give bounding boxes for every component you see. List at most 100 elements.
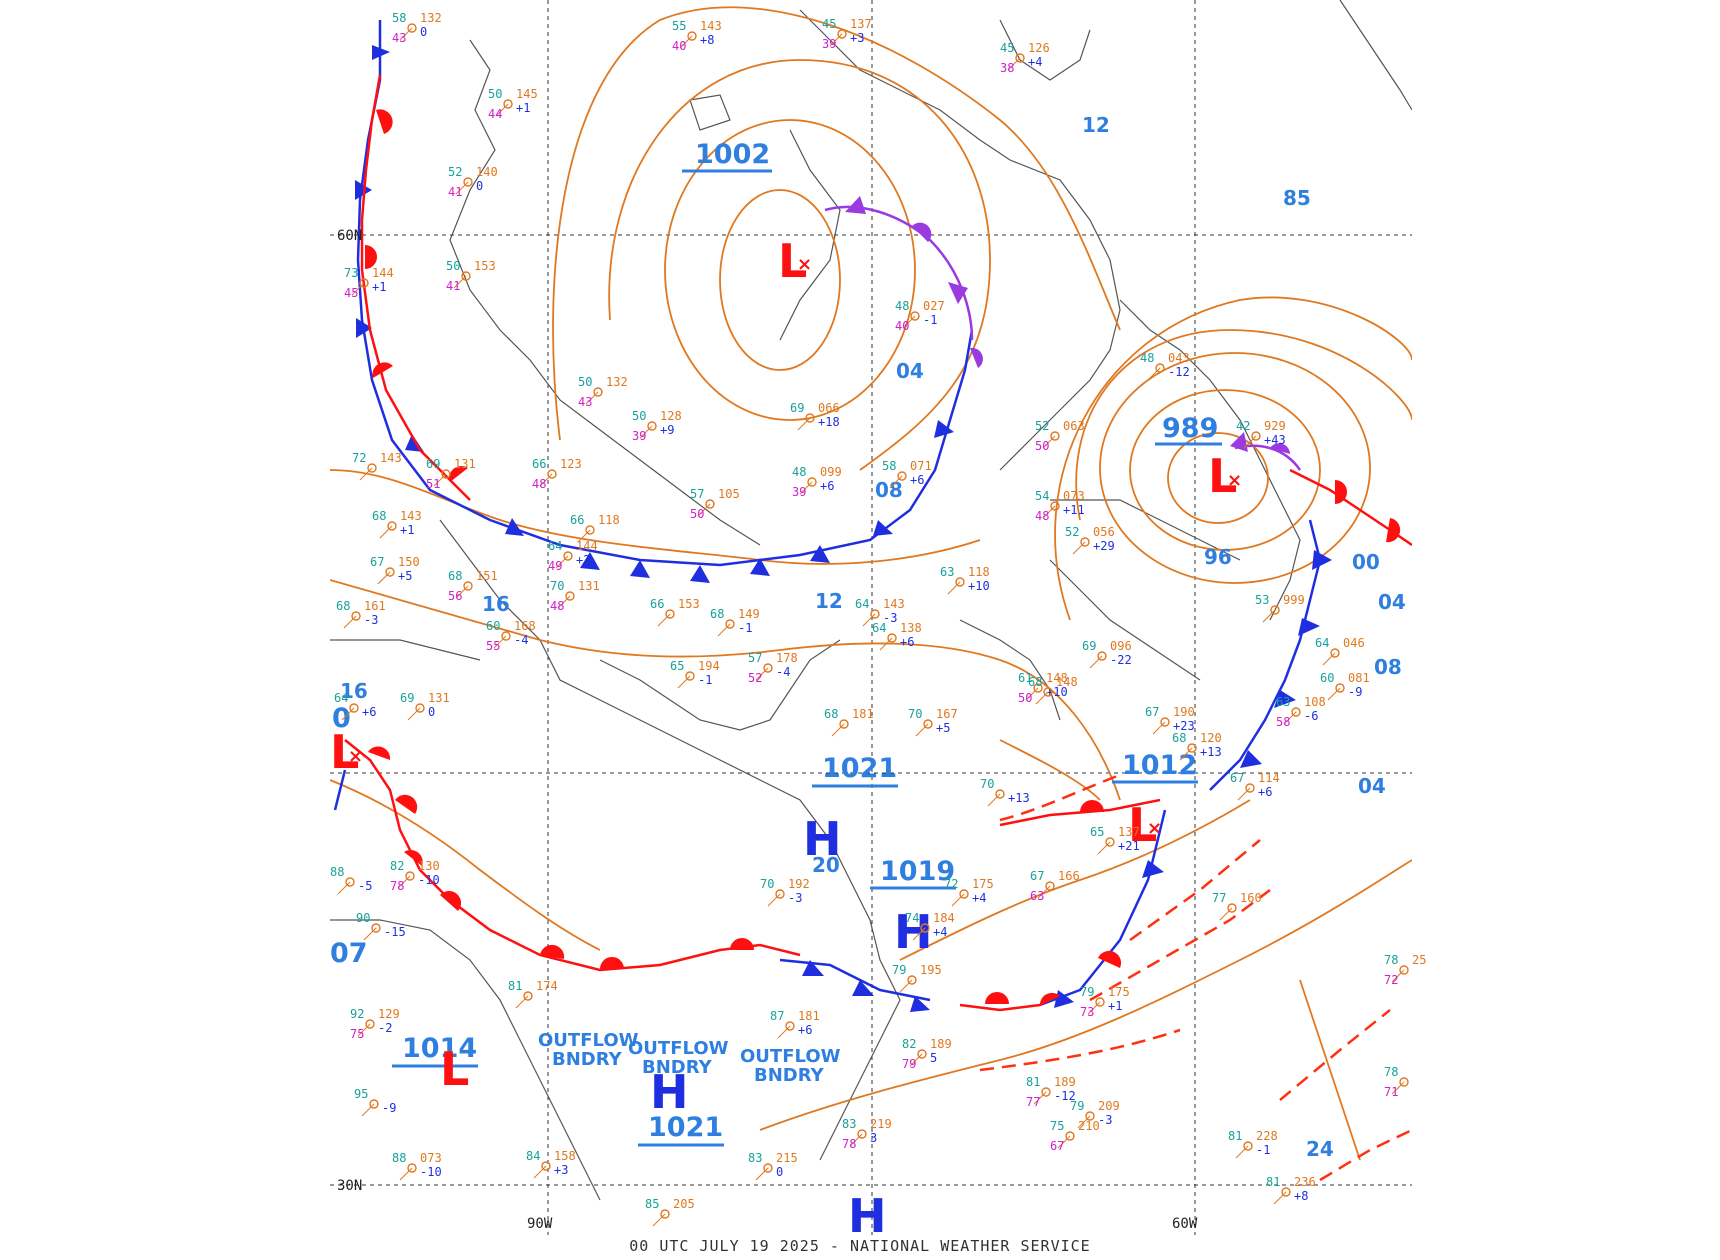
pressure-code: 043	[1168, 351, 1190, 365]
bndry-line1: OUTFLOW	[538, 1030, 639, 1051]
temperature: 64	[1315, 636, 1329, 650]
station-circle	[565, 591, 575, 601]
pressure-code: 073	[1063, 489, 1085, 503]
dewpoint: 58	[1276, 715, 1290, 729]
station-plot: 88 -5	[330, 865, 372, 895]
temperature: 83	[748, 1151, 762, 1165]
isobar-label: 08	[1374, 655, 1402, 679]
station-plot: 81 189 77 -12	[1026, 1075, 1076, 1109]
dewpoint: 71	[1384, 1085, 1398, 1099]
wind-barb	[1391, 1081, 1405, 1095]
temperature: 61	[1018, 671, 1032, 685]
pressure-tendency: +6	[362, 705, 376, 719]
temperature: 81	[1026, 1075, 1040, 1089]
station-plot: 69 066+18	[790, 401, 840, 431]
isobar-label: 12	[815, 589, 843, 613]
pressure-tendency: +13	[1008, 791, 1030, 805]
wind-barb	[915, 723, 929, 737]
temperature: 81	[508, 979, 522, 993]
wind-barb	[831, 723, 845, 737]
temperature: 50	[488, 87, 502, 101]
map-caption: 00 UTC JULY 19 2025 - NATIONAL WEATHER S…	[629, 1237, 1091, 1255]
pressure-code: 140	[476, 165, 498, 179]
dewpoint: 63	[1030, 889, 1044, 903]
wind-barb	[862, 613, 876, 627]
station-plot: 67 190+23	[1145, 705, 1195, 735]
pressure-code: 081	[1348, 671, 1370, 685]
wind-barb	[1147, 367, 1161, 381]
pressure-code: 099	[820, 465, 842, 479]
coastlines	[330, 0, 1412, 1201]
wind-barb	[1042, 435, 1056, 449]
pressure-tendency: +4	[933, 925, 947, 939]
dewpoint: 78	[842, 1137, 856, 1151]
high-letter: H	[650, 1065, 689, 1119]
station-circle	[1399, 965, 1409, 975]
temperature: 68	[372, 509, 386, 523]
pressure-tendency: -5	[358, 879, 372, 893]
pressure-code: 149	[738, 607, 760, 621]
station-plot: 69 131 51	[426, 457, 476, 491]
dewpoint: 48	[1035, 509, 1049, 523]
wind-barb	[1152, 721, 1166, 735]
pressure-code: 071	[910, 459, 932, 473]
station-plot: 67 114+6	[1230, 771, 1280, 801]
temperature: 78	[1384, 953, 1398, 967]
pressure-tendency: +13	[1200, 745, 1222, 759]
temperature: 67	[1030, 869, 1044, 883]
temperature: 66	[650, 597, 664, 611]
dewpoint: 40	[672, 39, 686, 53]
wind-barb	[797, 417, 811, 431]
pressure-code: 148	[1046, 671, 1068, 685]
dewpoint: 51	[426, 477, 440, 491]
dewpoint: 49	[548, 559, 562, 573]
station-plot: 83 219 78 3	[842, 1117, 892, 1151]
pressure-code: 143	[883, 597, 905, 611]
station-circle	[1065, 1131, 1075, 1141]
wind-barb	[1007, 57, 1021, 71]
pressure-code: 168	[514, 619, 536, 633]
temperature: 85	[645, 1197, 659, 1211]
station-circle	[665, 609, 675, 619]
temperature: 77	[1212, 891, 1226, 905]
wind-barb	[453, 275, 467, 289]
temperature: 69	[1082, 639, 1096, 653]
temperature: 58	[882, 459, 896, 473]
pressure-tendency: +6	[1258, 785, 1272, 799]
isobar-label: 00	[1352, 550, 1380, 574]
station-plot: 85 205	[645, 1197, 695, 1227]
pressure-code: 160	[1240, 891, 1262, 905]
station-circle	[1095, 997, 1105, 1007]
pressure-code: 063	[1063, 419, 1085, 433]
station-plot: 95 -9	[354, 1087, 396, 1117]
station-circle	[371, 923, 381, 933]
station-plot: 57 178 52 -4	[748, 651, 798, 685]
temperature: 81	[1228, 1129, 1242, 1143]
isobar-label: 16	[340, 679, 368, 703]
pressure-tendency: -4	[776, 665, 790, 679]
pressure-code: 137	[1118, 825, 1140, 839]
pressure-label-1019: 1019	[870, 856, 956, 890]
wind-barb	[777, 1025, 791, 1039]
station-plot: 45 137 39 +3	[822, 17, 872, 51]
temperature: 64	[548, 539, 562, 553]
pressure-tendency: +2	[576, 553, 590, 567]
pressure-code: 120	[1200, 731, 1222, 745]
temperature: 88	[392, 1151, 406, 1165]
temperature: 67	[1230, 771, 1244, 785]
station-circle	[1335, 683, 1345, 693]
station-circle	[1080, 537, 1090, 547]
station-circle	[1291, 707, 1301, 717]
temperature: 68	[824, 707, 838, 721]
pressure-code: 128	[660, 409, 682, 423]
pressure-tendency: +18	[818, 415, 840, 429]
temperature: 68	[336, 599, 350, 613]
wind-barb	[343, 615, 357, 629]
high-letter: H	[803, 812, 842, 866]
pressure-code: 181	[798, 1009, 820, 1023]
station-circle	[1227, 903, 1237, 913]
low-pressure-symbols: L× L× L× L× L	[330, 234, 1242, 1096]
